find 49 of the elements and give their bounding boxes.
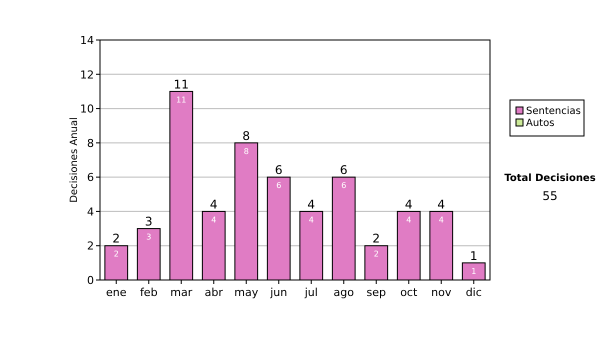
x-tick-label: abr [204,286,224,299]
x-tick-label: feb [140,286,158,299]
y-tick-label: 4 [87,205,94,218]
total-label: 2 [112,232,120,246]
y-axis-title: Decisiones Anual [69,117,80,203]
y-tick-label: 12 [80,68,94,82]
total-label: 4 [210,197,218,212]
legend-label: Sentencias [526,106,581,117]
y-tick-label: 8 [87,136,94,150]
data-label: 4 [438,215,444,224]
total-label: 8 [242,128,250,143]
x-tick-label: jun [269,286,288,299]
data-label: 11 [176,95,186,104]
y-tick-label: 6 [87,171,94,184]
text: 55 [542,189,558,203]
total-label: 4 [307,197,316,212]
total-label: 11 [174,77,189,92]
total-label: 2 [372,232,380,246]
data-label: 1 [471,266,476,276]
x-tick-label: dic [466,286,482,299]
total-label: 6 [340,163,348,178]
x-tick-label: may [234,286,259,299]
legend-label: Autos [526,118,554,129]
y-tick-label: 2 [87,240,94,253]
total-label: 1 [470,248,478,263]
data-label: 8 [244,146,249,156]
x-tick-label: mar [170,286,193,299]
total-label: 6 [274,163,283,178]
data-label: 6 [341,181,346,190]
x-tick-label: sep [366,286,386,299]
text: Total Decisiones [504,173,596,184]
x-tick-label: oct [400,286,418,299]
data-label: 3 [146,232,152,242]
x-tick-label: jul [304,286,318,299]
total-label: 4 [437,197,446,212]
total-label: 4 [404,197,413,212]
x-tick-label: nov [431,286,452,299]
x-tick-label: ene [106,286,127,299]
y-tick-label: 14 [80,34,94,47]
y-tick-label: 0 [87,274,94,287]
data-label: 6 [276,181,282,190]
data-label: 4 [211,215,216,224]
data-label: 4 [406,215,412,224]
data-label: 2 [374,250,379,259]
data-label: 2 [114,250,119,259]
x-tick-label: ago [334,286,354,299]
data-label: 4 [308,215,314,224]
y-tick-label: 10 [80,102,94,116]
total-label: 3 [144,214,153,229]
